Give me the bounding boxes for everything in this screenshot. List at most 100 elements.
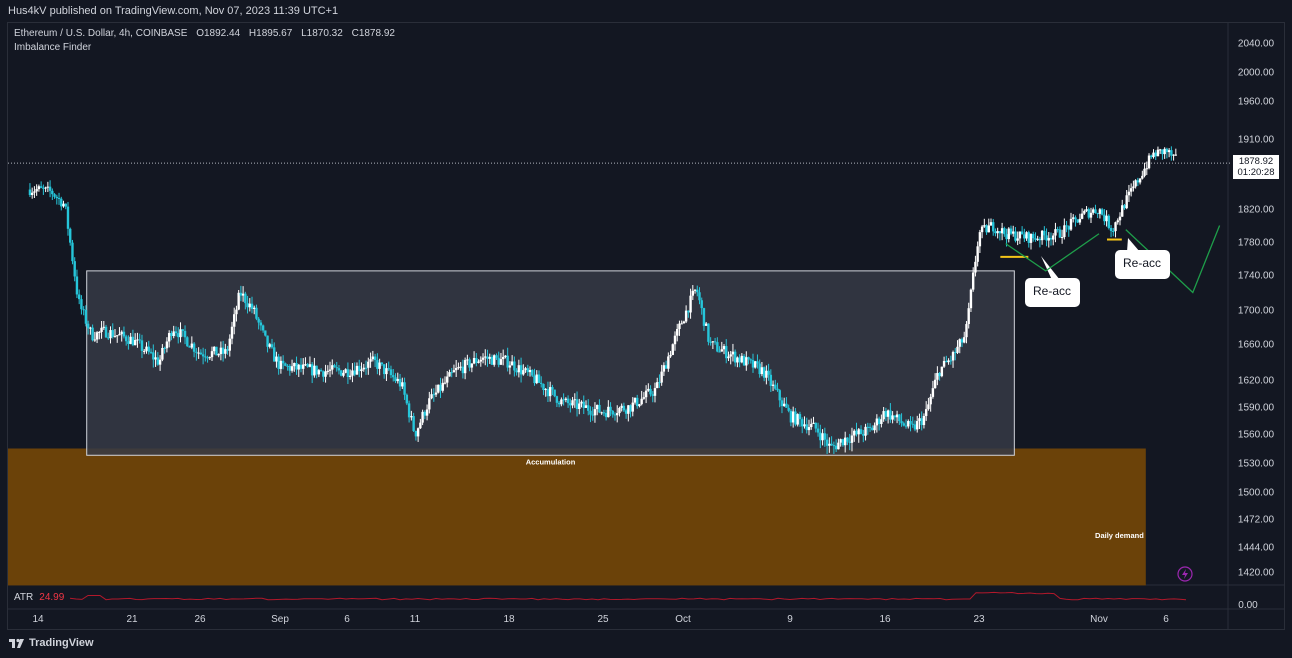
candle-body [246,303,249,308]
candle-body [295,362,298,370]
candle-body [1034,238,1037,240]
indicator-label[interactable]: Imbalance Finder [14,42,92,53]
candle-body [264,330,267,336]
candle-body [423,411,427,416]
candle-body [118,334,121,336]
candle [80,295,83,315]
candle-body [344,369,347,373]
candle [1152,149,1155,159]
candle [751,353,755,373]
low-value: 1870.32 [306,28,343,39]
candles-group [28,146,1178,454]
candle [1025,231,1028,241]
candle [1003,226,1006,237]
time-tick-label: 18 [503,614,515,625]
candle-body [571,400,574,406]
candle [423,410,427,420]
candle [553,389,556,398]
last-price-tag: 1878.92 01:20:28 [1233,155,1279,179]
candle [197,347,200,359]
candle-body [1014,231,1017,241]
candle [186,336,189,347]
candle [613,412,617,421]
candle-body [535,374,538,384]
candle-body [109,330,112,339]
candle [533,368,536,386]
candle [1014,227,1017,243]
candle-body [801,419,804,427]
candle-body [920,418,923,426]
candle [807,419,811,436]
candle-body [475,358,478,363]
candle [1080,208,1084,220]
candle-body [48,186,52,191]
candle [69,227,72,246]
candle [598,399,601,414]
lightning-icon[interactable] [1177,566,1193,582]
candle-body [199,352,203,355]
candle [884,407,888,421]
candle [992,218,995,236]
candle-body [711,341,715,343]
candle [143,349,146,355]
candle-body [376,360,379,369]
candle [1065,220,1068,233]
symbol-title[interactable]: Ethereum / U.S. Dollar, 4h, COINBASE [14,28,188,39]
candle [255,304,258,321]
candle [230,321,234,345]
candle-body [495,355,498,358]
candle [1063,218,1066,240]
tradingview-logo[interactable]: TradingView [9,637,94,649]
candle [1076,219,1079,223]
candle-body [819,432,822,441]
candle-body [1063,225,1066,238]
candle-body [895,414,899,418]
time-tick-label: 25 [597,614,609,625]
candle-body [1114,222,1117,232]
publisher-bar: Hus4kV published on TradingView.com, Nov… [0,0,1292,22]
candle [1020,226,1024,235]
candle-body [1043,230,1046,236]
atr-legend[interactable]: ATR 24.99 [14,592,64,603]
candle [794,408,797,427]
candle-body [729,354,732,357]
candle [1134,179,1137,189]
last-price-value: 1878.92 [1238,156,1274,167]
candle [1092,207,1095,215]
candle-body [140,340,144,351]
open-value: 1892.44 [203,28,241,39]
candle-body [407,403,411,418]
candle [1112,227,1115,237]
candle-body [313,365,316,376]
candle-body [969,289,973,309]
candle-body [396,378,399,382]
candle [346,362,350,385]
candle-body [664,365,668,369]
candle [882,406,885,422]
candle-body [1154,152,1157,157]
candle [122,326,126,339]
candle [364,360,368,375]
candle [466,354,469,366]
candle [302,358,305,375]
candle-body [457,367,460,369]
candle [414,430,418,441]
candle [109,326,112,344]
candle [749,358,752,364]
candle [517,359,521,378]
candle [969,288,973,313]
candle [1016,231,1019,246]
candle-body [1005,234,1008,240]
candle [958,338,961,354]
candle-body [978,232,982,247]
candle-body [974,261,977,273]
candle-body [299,364,303,369]
time-tick-label: 11 [410,614,421,625]
candle [998,231,1002,241]
candle-body [215,346,218,356]
candle-body [767,370,770,375]
candle [315,365,318,379]
candle [611,409,614,418]
candle [158,355,162,371]
